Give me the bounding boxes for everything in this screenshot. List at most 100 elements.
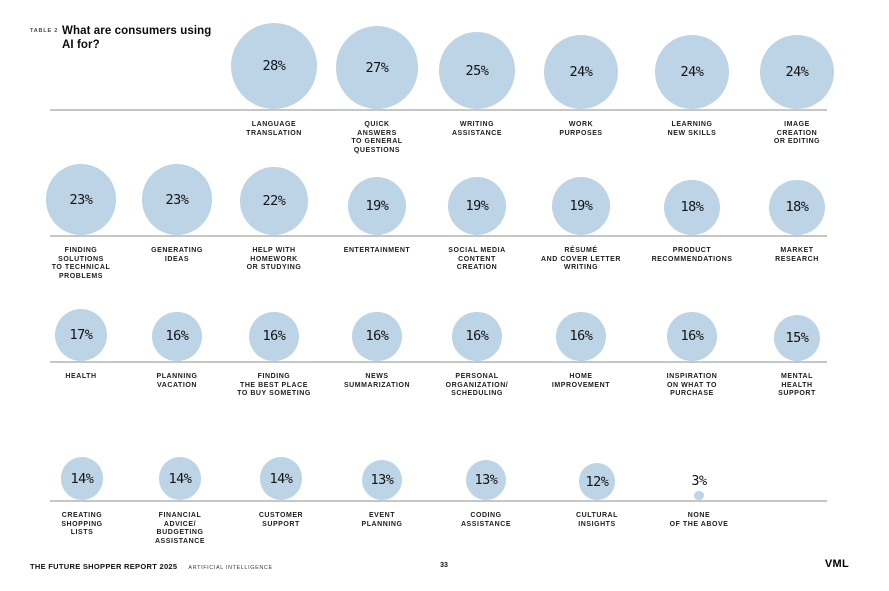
bubble-label: CULTURAL INSIGHTS <box>576 512 618 528</box>
bubble-label: MENTAL HEALTH SUPPORT <box>778 373 816 397</box>
bubble-value: 23% <box>165 191 189 208</box>
table-number-tag: TABLE 2 <box>30 28 59 34</box>
bubble-value: 18% <box>680 199 704 216</box>
bubble-label: QUICK ANSWERS TO GENERAL QUESTIONS <box>351 121 403 154</box>
bubble-label: WRITING ASSISTANCE <box>451 121 503 137</box>
bubble: 23% <box>141 164 213 235</box>
bubble-value: 24% <box>785 64 809 81</box>
bubble: 14% <box>60 457 104 500</box>
bubble-value: 12% <box>585 473 609 490</box>
bubble-label: CODING ASSISTANCE <box>460 512 512 528</box>
bubble-label: NONE OF THE ABOVE <box>669 512 729 528</box>
bubble-value: 16% <box>262 328 286 345</box>
bubble-value: 28% <box>262 58 286 74</box>
bubble-label: WORK PURPOSES <box>559 121 603 137</box>
footer-report-title: THE FUTURE SHOPPER REPORT 2025 <box>30 562 178 571</box>
bubble-label: ENTERTAINMENT <box>343 247 411 254</box>
bubble-value: 25% <box>465 62 489 79</box>
row-baseline <box>50 109 827 111</box>
bubble-label: IMAGE CREATION OR EDITING <box>773 121 821 145</box>
bubble: 19% <box>347 176 407 235</box>
bubble-label: CREATING SHOPPING LISTS <box>61 512 103 536</box>
bubble: 24% <box>760 35 834 109</box>
bubble: 22% <box>240 167 308 235</box>
bubble-value: 16% <box>680 328 704 345</box>
footer: THE FUTURE SHOPPER REPORT 2025 ARTIFICIA… <box>30 562 273 571</box>
row-baseline <box>50 361 827 363</box>
bubble-value: 23% <box>69 191 93 208</box>
bubble-label: FINANCIAL ADVICE/ BUDGETING ASSISTANCE <box>154 512 206 545</box>
bubble: 16% <box>152 311 202 361</box>
bubble-label: PERSONAL ORGANIZATION/ SCHEDULING <box>445 373 509 397</box>
bubble-label: RÉSUMÉ AND COVER LETTER WRITING <box>541 247 621 271</box>
bubble-label: HOME IMPROVEMENT <box>551 373 611 389</box>
bubble-label: FINDING THE BEST PLACE TO BUY SOMETING <box>237 373 311 397</box>
bubble: 13% <box>362 460 402 500</box>
bubble-value: 14% <box>269 470 293 487</box>
bubble: 28% <box>231 23 317 109</box>
bubble: 25% <box>438 32 516 109</box>
bubble: 23% <box>45 164 117 235</box>
bubble-value: 24% <box>569 64 593 81</box>
bubble-value: 13% <box>370 472 394 489</box>
page-number: 33 <box>440 562 448 569</box>
bubble: 15% <box>773 314 821 361</box>
bubble-label: MARKET RESEARCH <box>775 247 819 263</box>
bubble-label: SOCIAL MEDIA CONTENT CREATION <box>448 247 506 271</box>
bubble-label: HEALTH <box>65 373 97 380</box>
row-baseline <box>50 235 827 237</box>
bubble-label: LANGUAGE TRANSLATION <box>246 121 302 137</box>
bubble-label: EVENT PLANNING <box>361 512 403 528</box>
bubble-value: 18% <box>785 199 809 216</box>
bubble: 12% <box>578 463 616 500</box>
bubble-value: 19% <box>569 197 593 214</box>
bubble: 24% <box>655 35 729 109</box>
bubble-value: 19% <box>465 197 489 214</box>
bubble-value: 14% <box>70 470 94 487</box>
bubble: 16% <box>452 311 502 361</box>
bubble-label: LEARNING NEW SKILLS <box>667 121 717 137</box>
bubble-value: 16% <box>569 328 593 345</box>
bubble: 16% <box>352 311 402 361</box>
bubble-label: NEWS SUMMARIZATION <box>343 373 411 389</box>
bubble: 27% <box>335 26 419 109</box>
bubble: 19% <box>447 176 507 235</box>
bubble-value: 22% <box>262 193 286 210</box>
vml-logo: VML <box>824 558 849 570</box>
bubble: 24% <box>544 35 618 109</box>
bubble-value: 24% <box>680 64 704 81</box>
bubble-label: GENERATING IDEAS <box>151 247 203 263</box>
bubble: 19% <box>551 176 611 235</box>
bubble-value: 16% <box>165 328 189 345</box>
bubble: 14% <box>259 457 303 500</box>
footer-section-label: ARTIFICIAL INTELLIGENCE <box>188 565 273 571</box>
bubble-label: INSPIRATION ON WHAT TO PURCHASE <box>666 373 718 397</box>
bubble: 16% <box>667 311 717 361</box>
bubble-label: PRODUCT RECOMMENDATIONS <box>651 247 733 263</box>
bubble-value: 27% <box>365 59 389 76</box>
bubble-label: PLANNING VACATION <box>156 373 198 389</box>
bubble-value: 16% <box>465 328 489 345</box>
bubble: 13% <box>466 460 506 500</box>
bubble-value: 16% <box>365 328 389 345</box>
bubble-label: CUSTOMER SUPPORT <box>258 512 304 528</box>
row-baseline <box>50 500 827 502</box>
bubble <box>694 490 704 500</box>
bubble: 17% <box>54 308 108 361</box>
bubble-value: 19% <box>365 197 389 214</box>
bubble-value: 13% <box>474 472 498 489</box>
bubble-label: HELP WITH HOMEWORK OR STUDYING <box>246 247 302 271</box>
bubble-value: 3% <box>691 472 707 489</box>
bubble: 16% <box>249 311 299 361</box>
bubble: 18% <box>664 179 720 235</box>
bubble: 18% <box>769 179 825 235</box>
bubble-value: 15% <box>785 329 809 346</box>
bubble: 14% <box>158 457 202 500</box>
page-title: What are consumers using AI for? <box>62 25 212 51</box>
bubble: 16% <box>556 311 606 361</box>
bubble-label: FINDING SOLUTIONS TO TECHNICAL PROBLEMS <box>51 247 111 280</box>
bubble-value: 17% <box>69 326 93 343</box>
bubble-value: 14% <box>168 470 192 487</box>
